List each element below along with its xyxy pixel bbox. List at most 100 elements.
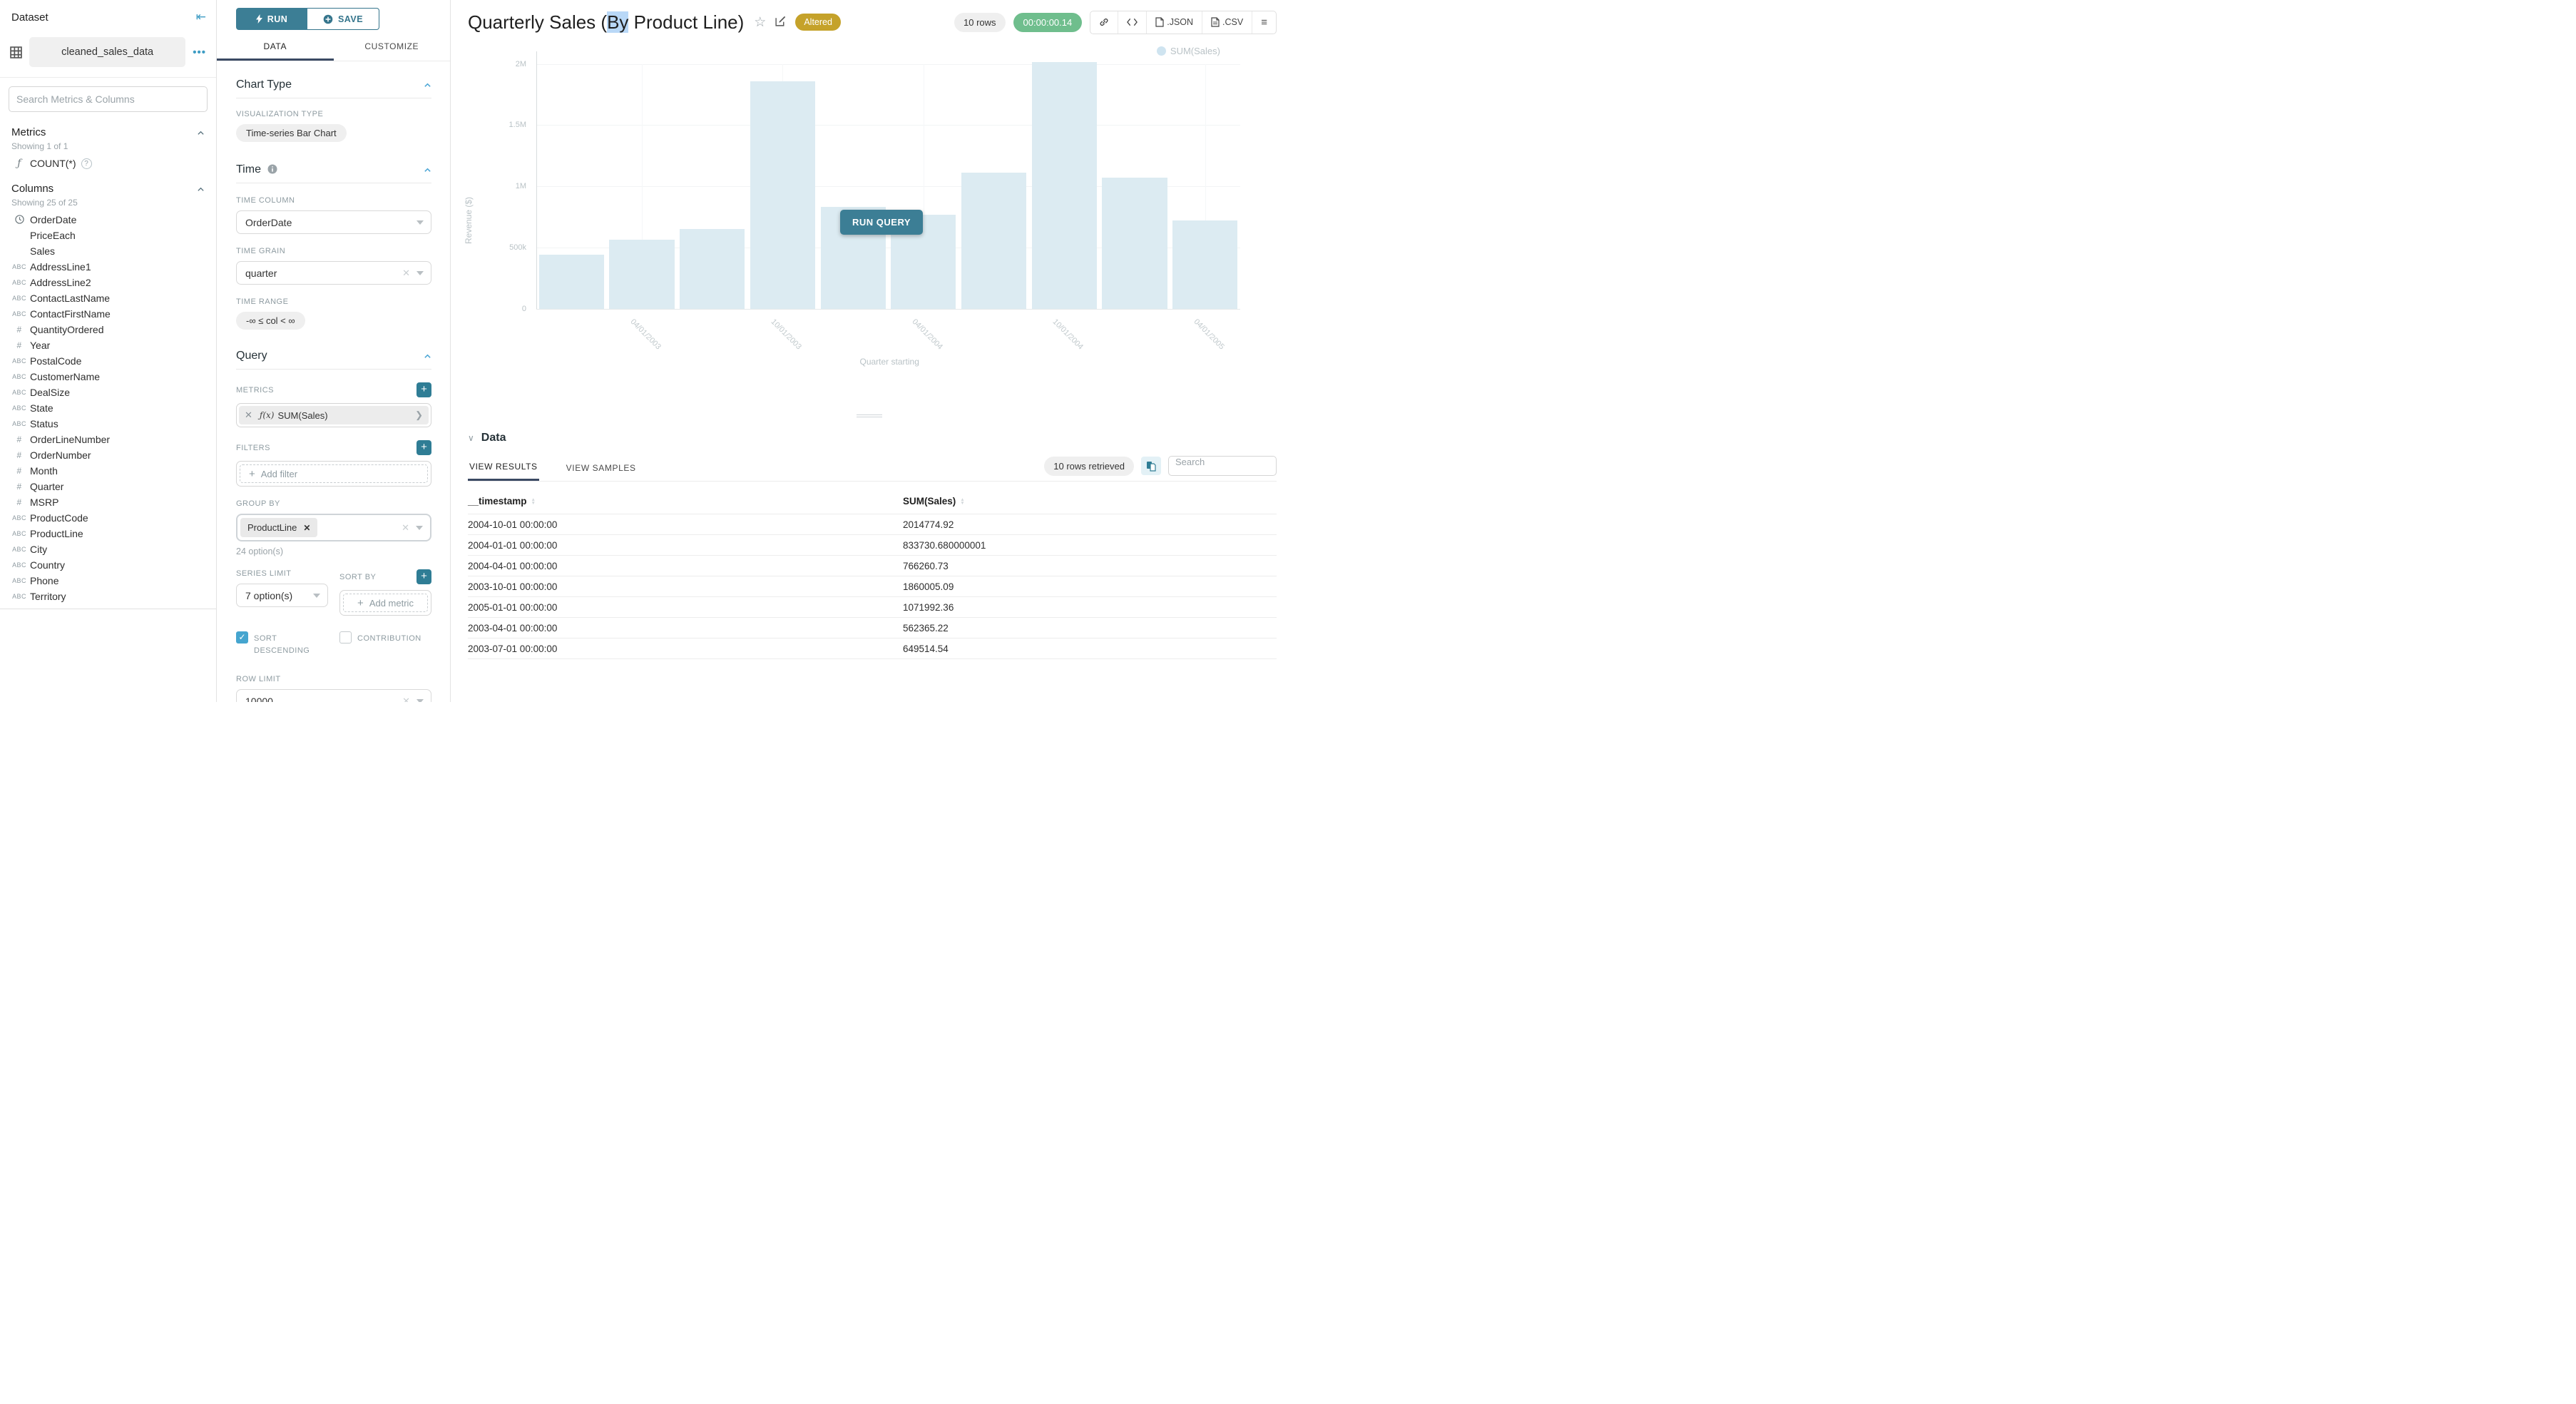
- group-by-chip[interactable]: ProductLine ✕: [240, 518, 318, 537]
- time-range-value[interactable]: -∞ ≤ col < ∞: [236, 312, 305, 330]
- share-link-button[interactable]: [1090, 11, 1119, 34]
- column-list-item[interactable]: ABC AddressLine1: [0, 259, 216, 275]
- edit-icon[interactable]: [775, 15, 787, 29]
- column-list-item[interactable]: ABC CustomerName: [0, 369, 216, 385]
- table-row[interactable]: 2003-10-01 00:00:00 1860005.09: [468, 576, 1277, 597]
- chevron-up-icon[interactable]: [197, 185, 205, 193]
- column-list-item[interactable]: # Year: [0, 337, 216, 353]
- column-list-item[interactable]: ABC Phone: [0, 573, 216, 589]
- metrics-columns-search[interactable]: [9, 86, 208, 112]
- run-button[interactable]: RUN: [236, 8, 307, 30]
- table-row[interactable]: 2003-04-01 00:00:00 562365.22: [468, 617, 1277, 639]
- bar[interactable]: [609, 240, 675, 309]
- favorite-star-icon[interactable]: ☆: [754, 14, 767, 30]
- column-header-sum-sales[interactable]: SUM(Sales) ▲ ▼: [903, 496, 965, 507]
- chevron-up-icon[interactable]: [197, 128, 205, 136]
- chevron-up-icon[interactable]: [424, 166, 431, 174]
- column-list-item[interactable]: ABC DealSize: [0, 385, 216, 400]
- chart-legend[interactable]: SUM(Sales): [1156, 46, 1220, 56]
- sort-descending-checkbox[interactable]: ✓: [236, 631, 248, 644]
- chart-canvas[interactable]: 0 500k 1M 1.5M 2M 04/01/2003 10/01/2003 04/01/2…: [451, 37, 1288, 413]
- control-panel-scroll[interactable]: Chart Type VISUALIZATION TYPE Time-serie…: [217, 61, 450, 702]
- embed-code-button[interactable]: [1118, 11, 1148, 34]
- remove-chip-icon[interactable]: ✕: [303, 522, 311, 533]
- column-list-item[interactable]: ABC ContactFirstName: [0, 306, 216, 322]
- tab-data[interactable]: DATA: [217, 41, 334, 61]
- row-limit-select[interactable]: 10000 ✕: [236, 689, 431, 702]
- chart-menu-button[interactable]: ≡: [1252, 11, 1276, 34]
- table-row[interactable]: 2004-04-01 00:00:00 766260.73: [468, 555, 1277, 576]
- column-list-item[interactable]: ABC ProductLine: [0, 526, 216, 541]
- metric-chip[interactable]: ✕ ƒ(x) SUM(Sales) ❯: [239, 406, 429, 424]
- add-filter-button[interactable]: +: [416, 440, 431, 455]
- column-list-item[interactable]: # OrderLineNumber: [0, 432, 216, 447]
- save-button[interactable]: SAVE: [307, 8, 379, 30]
- clear-icon[interactable]: ✕: [402, 695, 410, 703]
- clear-icon[interactable]: ✕: [402, 522, 409, 533]
- export-csv-button[interactable]: .CSV: [1202, 11, 1253, 34]
- table-row[interactable]: 2005-01-01 00:00:00 1071992.36: [468, 596, 1277, 618]
- copy-data-button[interactable]: [1141, 457, 1161, 475]
- bar[interactable]: [538, 254, 604, 309]
- column-list-item[interactable]: # OrderNumber: [0, 447, 216, 463]
- column-list-item[interactable]: ABC Status: [0, 416, 216, 432]
- column-list-item[interactable]: ABC PostalCode: [0, 353, 216, 369]
- chevron-down-icon[interactable]: ∨: [468, 433, 474, 443]
- dataset-name[interactable]: cleaned_sales_data: [29, 37, 186, 67]
- column-list-item[interactable]: ABC State: [0, 400, 216, 416]
- add-metric-button[interactable]: +: [416, 382, 431, 397]
- series-limit-select[interactable]: 7 option(s): [236, 584, 328, 607]
- remove-metric-icon[interactable]: ✕: [245, 410, 252, 420]
- tab-customize[interactable]: CUSTOMIZE: [364, 41, 419, 51]
- column-list-item[interactable]: # MSRP: [0, 494, 216, 510]
- chevron-right-icon[interactable]: ❯: [415, 410, 423, 420]
- bar[interactable]: [1031, 61, 1097, 309]
- column-list-item[interactable]: PriceEach: [30, 230, 76, 241]
- bar[interactable]: [750, 81, 816, 309]
- bar[interactable]: [680, 229, 745, 309]
- column-list-item[interactable]: # Month: [0, 463, 216, 479]
- time-column-select[interactable]: OrderDate: [236, 210, 431, 234]
- column-list-item[interactable]: ABC AddressLine2: [0, 275, 216, 290]
- column-list-item[interactable]: Sales: [30, 245, 56, 257]
- dataset-options-icon[interactable]: •••: [193, 46, 206, 58]
- time-grain-select[interactable]: quarter ✕: [236, 261, 431, 285]
- collapse-panel-icon[interactable]: ⇤: [195, 10, 206, 24]
- metric-item[interactable]: ƒ COUNT(*) ?: [0, 156, 216, 171]
- column-list-item[interactable]: # QuantityOrdered: [0, 322, 216, 337]
- bar[interactable]: [1172, 220, 1238, 309]
- column-list-item[interactable]: ABC ContactLastName: [0, 290, 216, 306]
- results-search-input[interactable]: [1175, 457, 1269, 467]
- group-by-select[interactable]: ProductLine ✕ ✕: [236, 514, 431, 541]
- export-json-button[interactable]: .JSON: [1147, 11, 1203, 34]
- table-row[interactable]: 2004-10-01 00:00:00 2014774.92: [468, 514, 1277, 535]
- add-filter-dropzone[interactable]: + Add filter: [240, 464, 428, 483]
- column-header-timestamp[interactable]: __timestamp ▲ ▼: [468, 496, 536, 507]
- data-section-title[interactable]: Data: [481, 432, 506, 444]
- clear-icon[interactable]: ✕: [402, 267, 410, 278]
- help-icon[interactable]: ?: [81, 158, 92, 169]
- chevron-up-icon[interactable]: [424, 81, 431, 89]
- table-row[interactable]: 2004-01-01 00:00:00 833730.680000001: [468, 534, 1277, 556]
- visualization-type-value[interactable]: Time-series Bar Chart: [236, 124, 347, 142]
- column-list-item[interactable]: ABC Country: [0, 557, 216, 573]
- tab-view-results[interactable]: VIEW RESULTS: [468, 462, 539, 481]
- column-list-item[interactable]: # Quarter: [0, 479, 216, 494]
- tab-view-samples[interactable]: VIEW SAMPLES: [566, 462, 636, 473]
- contribution-checkbox[interactable]: [339, 631, 352, 644]
- column-list-item[interactable]: ABC Territory: [0, 589, 216, 604]
- column-list-item[interactable]: OrderDate: [0, 212, 216, 228]
- run-query-button[interactable]: RUN QUERY: [840, 210, 924, 235]
- results-search[interactable]: [1168, 456, 1277, 476]
- table-row[interactable]: 2003-07-01 00:00:00 649514.54: [468, 638, 1277, 659]
- chart-title[interactable]: Quarterly Sales (By Product Line): [468, 11, 745, 33]
- resize-handle[interactable]: [857, 413, 882, 419]
- search-input[interactable]: [16, 93, 200, 105]
- altered-badge[interactable]: Altered: [795, 14, 841, 31]
- add-sort-metric-dropzone[interactable]: + Add metric: [343, 594, 428, 612]
- bar[interactable]: [961, 173, 1027, 309]
- chevron-up-icon[interactable]: [424, 352, 431, 360]
- column-list-item[interactable]: ABC ProductCode: [0, 510, 216, 526]
- bar[interactable]: [1102, 177, 1167, 309]
- add-sort-metric-button[interactable]: +: [416, 569, 431, 584]
